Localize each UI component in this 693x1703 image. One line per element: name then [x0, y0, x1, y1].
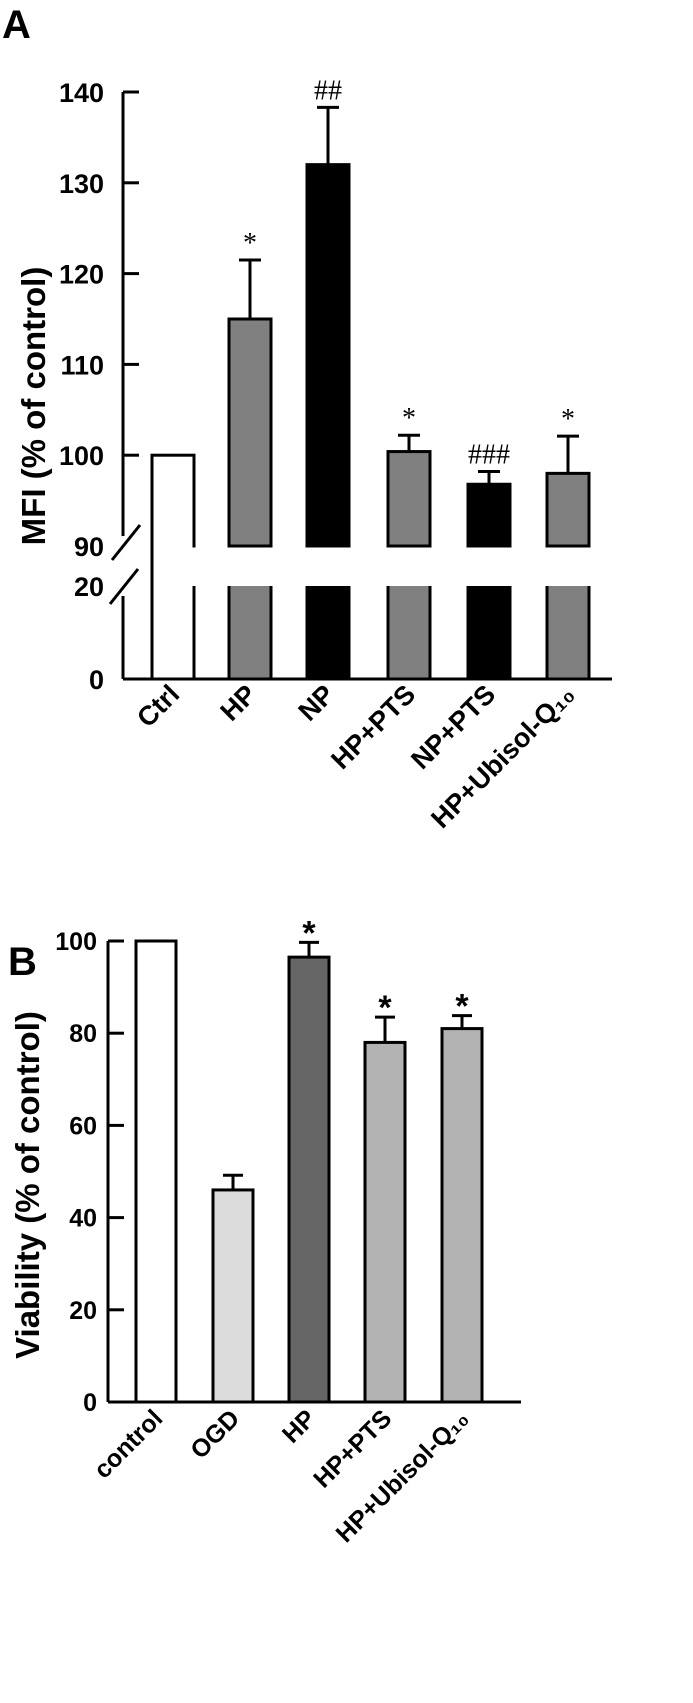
- x-tick-label-b: control: [89, 1404, 169, 1484]
- y-ticks-a: 0 20 90 100 110 120 130 140: [59, 78, 139, 695]
- bar-b: [287, 955, 331, 1404]
- y-tick-label-a: 110: [60, 350, 104, 380]
- y-tick-label-a: 130: [59, 169, 104, 199]
- y-tick-label-a: 20: [74, 572, 104, 602]
- y-ticks-b: 0 20 40 60 80 100: [55, 928, 124, 1417]
- y-tick-label-a: 100: [59, 441, 104, 471]
- bar-b: [134, 939, 178, 1404]
- bar-lower-edge-a: [545, 586, 591, 679]
- significance-mark-a: ###: [468, 440, 510, 471]
- bar-upper-a: [466, 482, 512, 548]
- significance-mark-a: *: [402, 403, 416, 434]
- y-tick-label-b: 100: [55, 928, 97, 956]
- y-axis-label-b: Viability (% of control): [9, 1011, 46, 1359]
- significance-mark-a: *: [243, 228, 257, 259]
- significance-mark-a: ##: [314, 75, 342, 106]
- y-tick-label-a: 90: [74, 532, 104, 562]
- x-tick-label-a: HP+PTS: [325, 679, 421, 775]
- y-axis-label-a: MFI (% of control): [15, 267, 52, 546]
- x-tick-label-b: HP+Ubisol-Q₁₀: [331, 1404, 475, 1548]
- bars-a: * ## * ### *: [150, 75, 591, 679]
- y-tick-label-a: 140: [59, 78, 104, 108]
- bar-lower-a: [547, 586, 589, 679]
- y-tick-label-b: 20: [69, 1297, 97, 1325]
- bar-lower-a: [307, 586, 349, 679]
- bar-lower-edge-a: [150, 586, 196, 679]
- y-tick-label-a: 120: [59, 260, 104, 290]
- x-tick-label-a: HP+Ubisol-Q₁₀: [425, 679, 580, 834]
- axes-b: [106, 941, 521, 1404]
- x-tick-label-a: HP: [215, 679, 263, 727]
- significance-mark-b: *: [455, 988, 469, 1026]
- x-tick-label-b: HP: [277, 1404, 321, 1448]
- bar-lower-edge-a: [305, 586, 351, 679]
- axis-break-mark-lower-a: [108, 568, 140, 605]
- bar-upper-a: [545, 471, 591, 548]
- bar-upper-a: [227, 317, 273, 548]
- x-tick-label-a: Ctrl: [131, 679, 185, 733]
- y-tick-label-b: 80: [69, 1020, 97, 1048]
- axis-break-mark-upper-a: [110, 524, 142, 561]
- significance-mark-a: *: [561, 404, 575, 435]
- y-tick-label-b: 60: [69, 1112, 97, 1140]
- x-tick-label-a: NP: [293, 679, 341, 727]
- bar-lower-edge-a: [227, 586, 273, 679]
- bar-lower-a: [388, 586, 430, 679]
- bar-lower-a: [229, 586, 271, 679]
- y-tick-label-b: 40: [69, 1205, 97, 1233]
- bar-b: [363, 1040, 407, 1404]
- x-tick-label-b: OGD: [185, 1404, 245, 1464]
- bar-lower-edge-a: [466, 586, 512, 679]
- bar-gap-fill-a: [153, 544, 193, 588]
- chart-panel-b: B Viability (% of control) 020406080100 …: [8, 914, 521, 1548]
- bars-b: * * *: [134, 914, 484, 1404]
- bar-lower-edge-a: [386, 586, 432, 679]
- significance-mark-b: *: [302, 914, 316, 952]
- chart-panel-a: A MFI (% of control) 0 20 90 100 110 120 130 14…: [2, 3, 612, 834]
- bar-upper-a: [150, 453, 196, 548]
- panel-label-a: A: [2, 3, 31, 47]
- bar-lower-a: [152, 586, 194, 679]
- y-tick-label-b: 0: [83, 1389, 97, 1417]
- bar-upper-a: [386, 450, 432, 548]
- axes-a: [108, 92, 612, 681]
- panel-label-b: B: [8, 940, 37, 984]
- bar-lower-a: [468, 586, 510, 679]
- bar-b: [440, 1027, 484, 1404]
- bar-upper-a: [305, 163, 351, 548]
- bar-b: [211, 1188, 255, 1404]
- y-tick-label-a: 0: [89, 665, 104, 695]
- significance-mark-b: *: [378, 989, 392, 1027]
